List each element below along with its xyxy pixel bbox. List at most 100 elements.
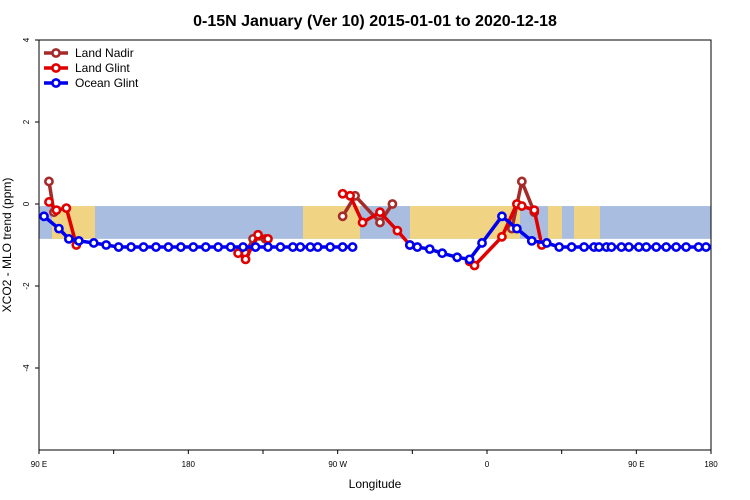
data-point: [163, 242, 174, 252]
x-tick-label: 90 W: [328, 460, 347, 469]
data-point: [44, 176, 54, 187]
data-point: [554, 242, 565, 252]
data-point: [511, 223, 522, 234]
data-point: [253, 229, 263, 240]
x-axis: 90 E 180 90 W 0 90 E 180: [31, 450, 718, 469]
chart-title: 0-15N January (Ver 10) 2015-01-01 to 202…: [193, 13, 557, 30]
data-point: [606, 242, 617, 252]
data-point: [424, 244, 435, 254]
series-line: [409, 214, 707, 262]
data-point: [337, 211, 348, 222]
data-point: [566, 242, 577, 252]
data-point: [88, 238, 99, 248]
x-axis-label: Longitude: [349, 477, 402, 491]
data-point: [594, 242, 604, 252]
data-point: [39, 211, 49, 222]
legend-label: Land Glint: [75, 61, 130, 75]
x-tick-label: 90 E: [31, 460, 47, 469]
y-tick-label: 4: [22, 37, 31, 42]
series-ocean-glint: [39, 211, 711, 265]
data-point: [375, 217, 385, 228]
data-point: [101, 240, 112, 250]
data-point: [345, 190, 356, 201]
data-point: [651, 242, 662, 252]
data-point: [263, 233, 273, 244]
data-point: [412, 242, 423, 252]
x-tick-label: 180: [704, 460, 718, 469]
series-line: [341, 194, 394, 225]
plot-frame: [38, 39, 712, 451]
data-point: [250, 242, 261, 252]
data-point: [526, 235, 537, 246]
legend-marker: [51, 63, 61, 73]
data-point: [579, 242, 589, 252]
legend-marker: [51, 48, 61, 58]
data-point: [541, 238, 552, 248]
data-point: [671, 242, 682, 252]
data-point: [138, 242, 149, 252]
data-point: [51, 205, 62, 216]
data-point: [616, 242, 627, 252]
y-tick-label: 2: [22, 119, 31, 124]
data-point: [225, 242, 236, 252]
data-point: [175, 242, 186, 252]
data-point: [357, 217, 368, 228]
series-line: [47, 200, 79, 246]
data-point: [337, 242, 348, 252]
legend-label: Ocean Glint: [75, 76, 139, 90]
data-point: [61, 203, 72, 213]
data-point: [497, 231, 507, 242]
data-point: [464, 254, 475, 265]
data-point: [54, 223, 64, 234]
data-point: [325, 242, 336, 252]
data-point: [392, 225, 403, 236]
data-point: [529, 205, 540, 216]
data-point: [63, 233, 74, 244]
data-point: [347, 242, 358, 252]
data-point: [113, 242, 124, 252]
land-mass: [574, 206, 600, 239]
data-point: [693, 242, 704, 252]
data-point: [305, 242, 316, 252]
legend-label: Land Nadir: [75, 46, 134, 60]
x-tick-label: 90 E: [628, 460, 644, 469]
data-point: [287, 242, 298, 252]
data-point: [437, 248, 448, 259]
data-point: [477, 238, 487, 248]
data-point: [151, 242, 161, 252]
data-point: [188, 242, 199, 252]
data-point: [469, 260, 480, 271]
y-tick-label: 0: [22, 201, 31, 206]
ocean-band: [39, 206, 711, 239]
data-point: [681, 242, 692, 252]
data-point: [263, 242, 273, 252]
land-mass: [548, 206, 562, 239]
data-point: [44, 197, 54, 207]
data-point: [240, 254, 251, 265]
data-point: [452, 252, 463, 263]
series-layer: [39, 176, 711, 271]
data-point: [387, 199, 398, 209]
data-point: [623, 242, 634, 252]
y-tick-label: -2: [22, 282, 31, 290]
map-band: [39, 206, 711, 239]
data-point: [233, 248, 244, 259]
data-point: [497, 211, 507, 222]
x-tick-label: 0: [485, 460, 490, 469]
y-axis: -4 -2 0 2 4: [22, 37, 39, 372]
data-point: [633, 242, 644, 252]
data-point: [213, 242, 224, 252]
data-point: [661, 242, 672, 252]
data-point: [73, 235, 84, 246]
data-point: [275, 242, 286, 252]
x-tick-label: 180: [182, 460, 196, 469]
data-point: [200, 242, 211, 252]
data-point: [375, 207, 385, 218]
data-point: [701, 242, 711, 252]
y-axis-label: XCO2 - MLO trend (ppm): [0, 178, 14, 313]
data-point: [516, 176, 527, 187]
data-point: [312, 242, 323, 252]
data-point: [337, 188, 348, 199]
